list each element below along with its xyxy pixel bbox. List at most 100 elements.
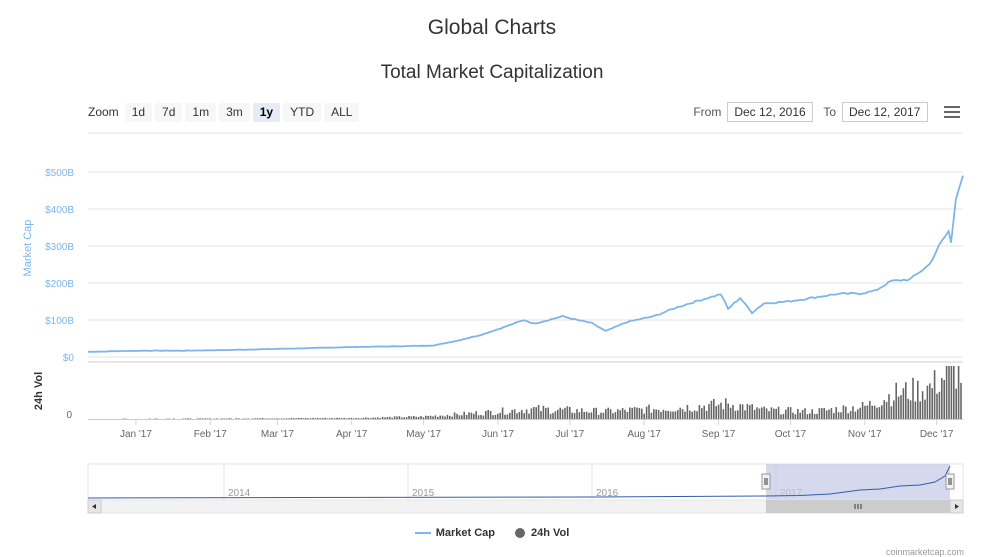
volume-bar [792, 412, 794, 419]
zoom-1y-button[interactable]: 1y [252, 102, 281, 122]
volume-bar [696, 411, 698, 419]
volume-bar [223, 418, 225, 419]
volume-bar [257, 418, 259, 419]
volume-bar [677, 410, 679, 419]
volume-bar [252, 418, 254, 419]
volume-bar [612, 413, 614, 419]
navigator[interactable]: 2014201520162017 [87, 463, 964, 501]
volume-bar [782, 413, 785, 419]
volume-bar [597, 414, 600, 419]
volume-bar [437, 416, 439, 419]
volume-bar [494, 415, 497, 419]
volume-bar [297, 417, 300, 419]
chart-svg: $0 $100B $200B $300B $400B $500B Market Cap 2… [22, 132, 964, 514]
volume-bar [408, 416, 410, 419]
volume-bar [173, 418, 175, 419]
volume-bar [386, 416, 389, 419]
hamburger-icon[interactable] [944, 106, 960, 119]
volume-bar [641, 408, 643, 419]
volume-bar [765, 408, 768, 419]
volume-bar [756, 407, 758, 419]
volume-bar [950, 366, 953, 419]
volume-bar [384, 417, 386, 419]
legend-item-volume[interactable]: 24h Vol [514, 527, 569, 539]
zoom-ytd-button[interactable]: YTD [283, 102, 322, 122]
zoom-1d-button[interactable]: 1d [124, 102, 153, 122]
zoom-all-button[interactable]: ALL [324, 102, 360, 122]
from-date-input[interactable]: Dec 12, 2016 [727, 102, 814, 122]
scrollbar[interactable] [87, 499, 964, 514]
volume-bar [247, 418, 249, 419]
volume-bar [672, 411, 674, 419]
volume-bar [893, 400, 895, 419]
volume-bar [945, 366, 948, 419]
volume-bar [377, 417, 379, 419]
volume-bar [420, 415, 422, 419]
volume-bar [631, 407, 633, 419]
volume-bar [941, 378, 943, 419]
volume-bar [557, 409, 559, 419]
market-cap-line[interactable] [87, 175, 964, 353]
x-tick-label: Apr '17 [336, 429, 368, 440]
volume-bar [545, 407, 547, 419]
volume-bar [329, 418, 331, 419]
volume-bar [701, 408, 703, 419]
credit-link[interactable]: coinmarketcap.com [885, 547, 964, 557]
volume-bar [645, 406, 648, 419]
volume-bar [729, 407, 732, 419]
x-tick-label: Jul '17 [556, 429, 585, 440]
volume-bar [878, 407, 881, 419]
zoom-3m-button[interactable]: 3m [219, 102, 250, 122]
volume-bar [924, 399, 926, 419]
volume-bar [468, 412, 470, 419]
volume-bar [509, 412, 511, 419]
volume-bar [614, 412, 617, 419]
volume-bar [773, 408, 775, 419]
volume-bar [816, 413, 818, 419]
volume-bar [737, 410, 739, 419]
zoom-7d-button[interactable]: 7d [155, 102, 183, 122]
volume-bar [321, 418, 324, 419]
to-date-input[interactable]: Dec 12, 2017 [842, 102, 928, 122]
volume-bar [285, 418, 288, 419]
volume-bar [921, 391, 924, 419]
volume-bar [669, 411, 672, 419]
volume-bar [374, 417, 377, 419]
y-tick-label: $100B [45, 316, 74, 327]
volume-bar [907, 398, 909, 419]
volume-bar [559, 407, 561, 419]
volume-bar [201, 418, 204, 419]
volume-bar [629, 407, 631, 419]
volume-bar [350, 417, 353, 419]
navigator-handle-left[interactable] [761, 473, 771, 490]
volume-bar [473, 413, 475, 419]
volume-bar [396, 416, 398, 419]
arrow-left-icon [92, 504, 96, 509]
volume-bar [607, 407, 609, 419]
chart-title: Total Market Capitalization [380, 62, 604, 83]
volume-bar [691, 411, 693, 419]
volume-bar [794, 414, 797, 419]
volume-bar [302, 418, 305, 419]
volume-bar [854, 411, 857, 419]
volume-bar [852, 406, 854, 419]
volume-bar [787, 407, 789, 419]
volume-bar [938, 391, 941, 419]
volume-bar [883, 400, 885, 419]
volume-bar [477, 415, 480, 419]
volume-bar [919, 401, 921, 419]
navigator-handle-right[interactable] [945, 473, 955, 490]
volume-bar [549, 413, 552, 419]
zoom-1m-button[interactable]: 1m [185, 102, 217, 122]
volume-bar [619, 410, 621, 419]
volume-bar [561, 409, 564, 419]
volume-bar [818, 408, 821, 419]
volume-bar [465, 415, 468, 419]
navigator-selection[interactable] [766, 464, 950, 500]
arrow-right-icon [955, 504, 959, 509]
volume-bar [857, 409, 859, 419]
volume-bar [547, 407, 549, 419]
legend-item-market-cap[interactable]: Market Cap [414, 527, 495, 539]
volume-bar [593, 407, 595, 419]
volume-bar [417, 416, 420, 419]
